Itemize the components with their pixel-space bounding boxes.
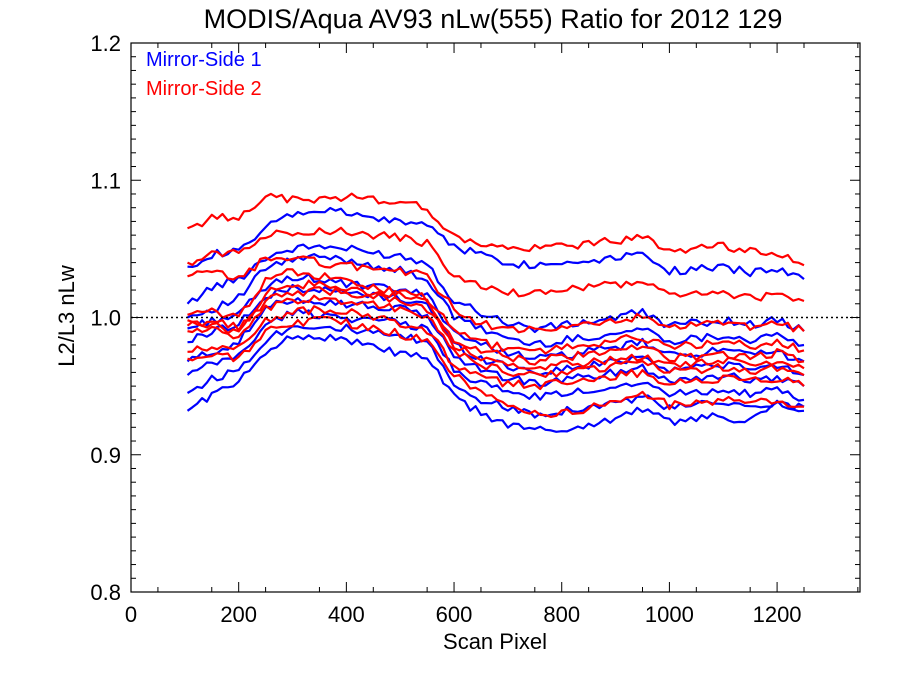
x-tick-label: 600 [436, 602, 473, 627]
x-tick-label: 800 [543, 602, 580, 627]
y-tick-label: 0.8 [90, 580, 121, 605]
mirror-side-1-series-line [187, 283, 805, 377]
y-axis-label: L2/L3 nLw [54, 265, 79, 367]
mirror-side-2-series-line [187, 255, 805, 334]
series-layer [186, 192, 805, 433]
x-tick-label: 200 [220, 602, 257, 627]
x-tick-label: 400 [328, 602, 365, 627]
mirror-side-2-series-line [187, 294, 805, 378]
x-tick-label: 1000 [645, 602, 694, 627]
mirror-side-1-series-line [186, 297, 805, 388]
legend-mirror-side-1: Mirror-Side 1 [146, 49, 262, 71]
axis-ticks [130, 42, 860, 593]
plot-frame [130, 42, 861, 593]
x-axis-label: Scan Pixel [443, 629, 547, 654]
mirror-side-2-series-line [186, 286, 805, 371]
x-tick-label: 0 [125, 602, 137, 627]
mirror-side-2-series-line [187, 279, 805, 366]
mirror-side-1-series-line [187, 206, 805, 280]
mirror-side-2-series-line [187, 315, 804, 418]
y-tick-label: 1.0 [90, 306, 121, 331]
x-axis-tick-labels: 0 200 400 600 800 1000 1200 [125, 602, 802, 627]
legend-mirror-side-2: Mirror-Side 2 [146, 78, 262, 100]
y-axis-tick-labels: 0.8 0.9 1.0 1.1 1.2 [90, 31, 121, 605]
y-tick-label: 1.1 [90, 168, 121, 193]
mirror-side-2-series-line [187, 192, 805, 267]
chart-title: MODIS/Aqua AV93 nLw(555) Ratio for 2012 … [204, 4, 783, 34]
mirror-side-2-series-line [187, 226, 805, 303]
x-tick-label: 1200 [753, 602, 802, 627]
y-tick-label: 0.9 [90, 443, 121, 468]
mirror-side-2-series-line [187, 268, 805, 355]
y-tick-label: 1.2 [90, 31, 121, 56]
mirror-side-2-series-line [187, 305, 805, 391]
mirror-side-1-series-line [186, 333, 805, 433]
